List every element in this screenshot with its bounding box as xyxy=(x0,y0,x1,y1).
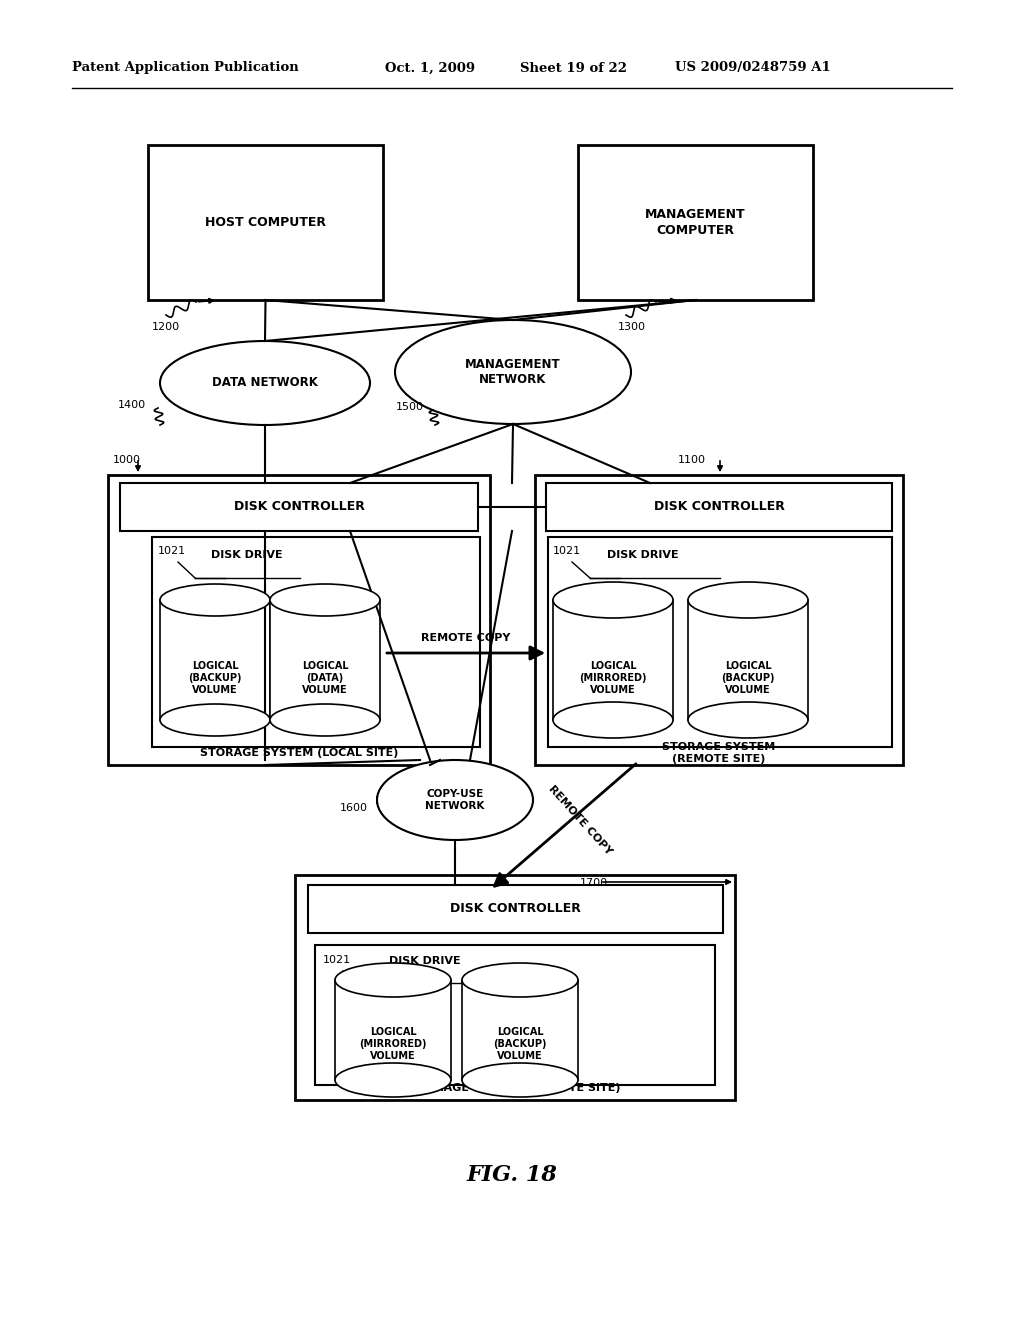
Bar xyxy=(120,483,478,531)
Text: 1600: 1600 xyxy=(340,803,368,813)
Ellipse shape xyxy=(688,582,808,618)
Ellipse shape xyxy=(553,582,673,618)
Ellipse shape xyxy=(688,702,808,738)
Ellipse shape xyxy=(335,1063,451,1097)
Ellipse shape xyxy=(270,704,380,737)
Text: 1200: 1200 xyxy=(152,322,180,333)
Text: LOGICAL
(MIRRORED)
VOLUME: LOGICAL (MIRRORED) VOLUME xyxy=(580,660,647,696)
Bar xyxy=(160,601,270,719)
Bar xyxy=(108,475,490,766)
Ellipse shape xyxy=(335,964,451,997)
Ellipse shape xyxy=(270,583,380,616)
Text: LOGICAL
(MIRRORED)
VOLUME: LOGICAL (MIRRORED) VOLUME xyxy=(359,1027,427,1061)
Text: STORAGE SYSTEM
(REMOTE SITE): STORAGE SYSTEM (REMOTE SITE) xyxy=(663,742,775,764)
Ellipse shape xyxy=(160,704,270,737)
Text: MANAGEMENT
NETWORK: MANAGEMENT NETWORK xyxy=(465,358,561,385)
Text: HOST COMPUTER: HOST COMPUTER xyxy=(205,216,326,228)
Text: REMOTE COPY: REMOTE COPY xyxy=(421,634,511,643)
Text: Sheet 19 of 22: Sheet 19 of 22 xyxy=(520,62,627,74)
Bar xyxy=(295,875,735,1100)
Text: LOGICAL
(BACKUP)
VOLUME: LOGICAL (BACKUP) VOLUME xyxy=(494,1027,547,1061)
Ellipse shape xyxy=(395,319,631,424)
Text: LOGICAL
(BACKUP)
VOLUME: LOGICAL (BACKUP) VOLUME xyxy=(188,660,242,696)
Ellipse shape xyxy=(377,760,534,840)
Text: Oct. 1, 2009: Oct. 1, 2009 xyxy=(385,62,475,74)
Bar xyxy=(546,483,892,531)
Text: LOGICAL
(BACKUP)
VOLUME: LOGICAL (BACKUP) VOLUME xyxy=(721,660,775,696)
Ellipse shape xyxy=(462,964,578,997)
Text: STORAGE SYSTEM (LOCAL SITE): STORAGE SYSTEM (LOCAL SITE) xyxy=(200,748,398,758)
Bar xyxy=(553,601,673,719)
Ellipse shape xyxy=(553,702,673,738)
Text: US 2009/0248759 A1: US 2009/0248759 A1 xyxy=(675,62,830,74)
Text: DISK DRIVE: DISK DRIVE xyxy=(389,956,461,966)
Bar xyxy=(688,601,808,719)
Text: 1700: 1700 xyxy=(580,878,608,888)
Text: MANAGEMENT
COMPUTER: MANAGEMENT COMPUTER xyxy=(645,209,745,236)
Text: 1021: 1021 xyxy=(158,546,186,556)
Bar xyxy=(462,979,578,1080)
Text: STORAGE SYSTEM (REMOTE SITE): STORAGE SYSTEM (REMOTE SITE) xyxy=(410,1082,621,1093)
Text: DISK CONTROLLER: DISK CONTROLLER xyxy=(233,500,365,513)
Text: 1100: 1100 xyxy=(678,455,706,465)
Text: COPY-USE
NETWORK: COPY-USE NETWORK xyxy=(425,789,484,810)
Text: 1300: 1300 xyxy=(618,322,646,333)
Bar xyxy=(548,537,892,747)
Ellipse shape xyxy=(160,341,370,425)
Text: DISK DRIVE: DISK DRIVE xyxy=(211,550,283,560)
Text: 1021: 1021 xyxy=(553,546,582,556)
Bar xyxy=(270,601,380,719)
Text: DISK CONTROLLER: DISK CONTROLLER xyxy=(653,500,784,513)
Text: 1000: 1000 xyxy=(113,455,141,465)
Text: DATA NETWORK: DATA NETWORK xyxy=(212,376,317,389)
Text: REMOTE COPY: REMOTE COPY xyxy=(547,784,613,857)
Text: 1400: 1400 xyxy=(118,400,146,411)
Ellipse shape xyxy=(160,583,270,616)
Ellipse shape xyxy=(462,1063,578,1097)
Bar xyxy=(315,945,715,1085)
Bar xyxy=(335,979,451,1080)
Text: DISK DRIVE: DISK DRIVE xyxy=(607,550,679,560)
Bar xyxy=(535,475,903,766)
Text: FIG. 18: FIG. 18 xyxy=(467,1164,557,1185)
Bar xyxy=(578,145,813,300)
Bar xyxy=(152,537,480,747)
Bar xyxy=(148,145,383,300)
Text: LOGICAL
(DATA)
VOLUME: LOGICAL (DATA) VOLUME xyxy=(302,660,348,696)
Text: DISK CONTROLLER: DISK CONTROLLER xyxy=(451,903,581,916)
Bar xyxy=(308,884,723,933)
Text: 1500: 1500 xyxy=(396,403,424,412)
Text: Patent Application Publication: Patent Application Publication xyxy=(72,62,299,74)
Text: 1021: 1021 xyxy=(323,954,351,965)
